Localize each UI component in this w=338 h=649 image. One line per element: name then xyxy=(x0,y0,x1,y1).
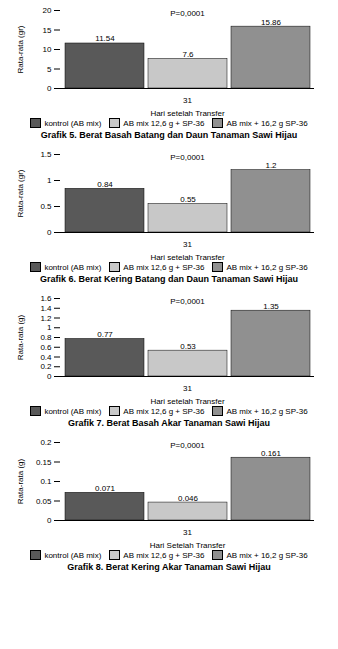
svg-text:0.77: 0.77 xyxy=(97,330,113,339)
svg-text:15: 15 xyxy=(43,26,52,35)
html-text:kontrol (AB mix): kontrol (AB mix) xyxy=(44,118,102,128)
html-text:Grafik 7. Berat Basah Akar Tan: Grafik 7. Berat Basah Akar Tanaman Sawi … xyxy=(68,418,270,428)
html-text:AB mix + 16,2 g SP-36: AB mix + 16,2 g SP-36 xyxy=(226,118,308,128)
svg-text:0: 0 xyxy=(47,228,52,237)
html-text:AB mix + 16,2 g SP-36: AB mix + 16,2 g SP-36 xyxy=(226,262,308,272)
svg-text:31: 31 xyxy=(183,240,192,249)
svg-text:Hari setelah Transfer: Hari setelah Transfer xyxy=(150,109,225,118)
svg-text:Rata-rata (gr): Rata-rata (gr) xyxy=(16,169,25,217)
html-text:Grafik 8. Berat Kering Akar Ta: Grafik 8. Berat Kering Akar Tanaman Sawi… xyxy=(67,562,271,572)
svg-text:10: 10 xyxy=(43,45,52,54)
svg-text:0.84: 0.84 xyxy=(97,180,113,189)
html-text:AB mix 12,6 g + SP-36: AB mix 12,6 g + SP-36 xyxy=(123,406,205,416)
svg-text:1.4: 1.4 xyxy=(40,304,52,313)
html-text:Grafik 6. Berat Kering Batang: Grafik 6. Berat Kering Batang dan Daun T… xyxy=(40,274,298,284)
svg-text:Hari setelah Transfer: Hari setelah Transfer xyxy=(150,397,225,406)
svg-text:15.86: 15.86 xyxy=(261,18,282,27)
svg-text:0.2: 0.2 xyxy=(40,438,52,447)
svg-text:0.071: 0.071 xyxy=(95,484,116,493)
svg-text:0.05: 0.05 xyxy=(36,497,52,506)
svg-text:0.6: 0.6 xyxy=(40,343,52,352)
svg-text:0.4: 0.4 xyxy=(40,353,52,362)
svg-text:11.54: 11.54 xyxy=(95,34,115,43)
svg-text:0.161: 0.161 xyxy=(261,449,282,458)
svg-text:7.6: 7.6 xyxy=(182,50,194,59)
svg-text:Rata-rata (g): Rata-rata (g) xyxy=(16,458,25,504)
svg-text:Hari Setelah Transfer: Hari Setelah Transfer xyxy=(150,541,226,550)
html-text:AB mix 12,6 g + SP-36: AB mix 12,6 g + SP-36 xyxy=(123,118,205,128)
html-text:AB mix + 16,2 g SP-36: AB mix + 16,2 g SP-36 xyxy=(226,550,308,560)
svg-text:P=0,0001: P=0,0001 xyxy=(170,153,205,162)
html-text:kontrol (AB mix): kontrol (AB mix) xyxy=(44,406,102,416)
svg-text:P=0,0001: P=0,0001 xyxy=(170,9,205,18)
svg-text:0: 0 xyxy=(47,516,52,525)
svg-text:20: 20 xyxy=(43,6,52,15)
html-text:AB mix 12,6 g + SP-36: AB mix 12,6 g + SP-36 xyxy=(123,550,205,560)
svg-text:Rata-rata (g): Rata-rata (g) xyxy=(16,314,25,360)
svg-text:0.8: 0.8 xyxy=(40,333,52,342)
svg-text:0.15: 0.15 xyxy=(36,458,52,467)
svg-text:0: 0 xyxy=(47,372,52,381)
svg-text:0.5: 0.5 xyxy=(40,202,52,211)
svg-text:P=0,0001: P=0,0001 xyxy=(170,441,205,450)
html-text:AB mix + 16,2 g SP-36: AB mix + 16,2 g SP-36 xyxy=(226,406,308,416)
svg-text:1.2: 1.2 xyxy=(40,314,52,323)
svg-text:1: 1 xyxy=(47,176,52,185)
svg-text:0.55: 0.55 xyxy=(180,195,196,204)
svg-text:0.1: 0.1 xyxy=(40,477,52,486)
svg-text:1.2: 1.2 xyxy=(265,161,277,170)
svg-text:5: 5 xyxy=(47,65,52,74)
html-text:AB mix 12,6 g + SP-36: AB mix 12,6 g + SP-36 xyxy=(123,262,205,272)
svg-text:Hari setelah Transfer: Hari setelah Transfer xyxy=(150,253,225,262)
html-text:kontrol (AB mix): kontrol (AB mix) xyxy=(44,550,102,560)
svg-text:1.35: 1.35 xyxy=(263,302,279,311)
svg-text:0.046: 0.046 xyxy=(178,494,199,503)
svg-text:1.5: 1.5 xyxy=(40,150,52,159)
svg-text:1: 1 xyxy=(47,323,52,332)
svg-text:Rata-rata (gr): Rata-rata (gr) xyxy=(16,25,25,73)
svg-text:0.2: 0.2 xyxy=(40,362,52,371)
html-text:kontrol (AB mix): kontrol (AB mix) xyxy=(44,262,102,272)
svg-text:31: 31 xyxy=(183,384,192,393)
svg-text:0: 0 xyxy=(47,84,52,93)
svg-text:1.6: 1.6 xyxy=(40,294,52,303)
svg-text:0.53: 0.53 xyxy=(180,342,196,351)
html-text:Grafik 5. Berat Basah Batang d: Grafik 5. Berat Basah Batang dan Daun Ta… xyxy=(40,130,298,140)
svg-text:31: 31 xyxy=(183,528,192,537)
svg-text:31: 31 xyxy=(183,96,192,105)
svg-text:P=0,0001: P=0,0001 xyxy=(170,297,205,306)
